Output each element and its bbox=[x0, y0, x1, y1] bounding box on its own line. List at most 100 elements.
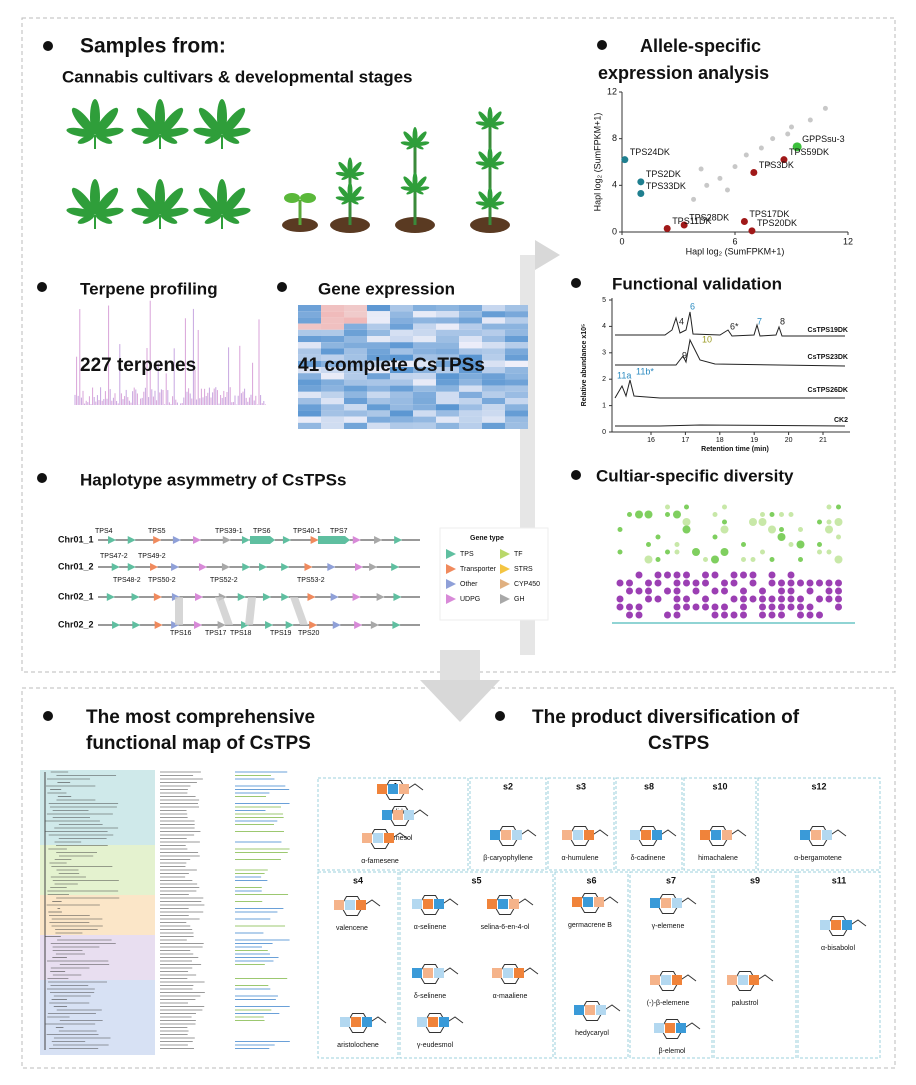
gene-arrow bbox=[309, 621, 318, 629]
dot bbox=[626, 587, 633, 595]
gene-label: TPS18 bbox=[230, 630, 252, 637]
y-tick-label: 3 bbox=[602, 350, 606, 357]
residue-box bbox=[384, 833, 394, 843]
heat-cell bbox=[413, 391, 436, 398]
residue-box bbox=[412, 899, 422, 909]
heat-cell bbox=[505, 379, 528, 386]
dot bbox=[702, 603, 709, 611]
residue-box bbox=[676, 1023, 686, 1033]
heat-cell bbox=[344, 416, 367, 423]
dot bbox=[692, 603, 700, 611]
bullet bbox=[571, 278, 581, 288]
dot bbox=[825, 595, 833, 603]
heat-cell bbox=[413, 317, 436, 324]
residue-box bbox=[334, 900, 344, 910]
panel-label: s4 bbox=[353, 875, 363, 885]
gene-arrow bbox=[150, 563, 159, 571]
heat-cell bbox=[367, 305, 390, 312]
product-name: α-farnesene bbox=[361, 858, 399, 865]
heat-cell bbox=[482, 422, 505, 429]
heat-cell bbox=[321, 367, 344, 374]
dot bbox=[692, 587, 700, 595]
residue-box bbox=[514, 968, 524, 978]
heat-cell bbox=[344, 360, 367, 367]
heat-cell bbox=[482, 367, 505, 374]
synteny bbox=[245, 597, 256, 625]
dot bbox=[768, 571, 776, 579]
bullet bbox=[277, 282, 287, 292]
heat-cell bbox=[367, 354, 390, 361]
arrow bbox=[420, 680, 500, 722]
dot bbox=[759, 603, 766, 611]
point bbox=[680, 221, 688, 229]
heat-cell bbox=[436, 311, 459, 318]
heat-cell bbox=[390, 336, 413, 343]
dot bbox=[635, 510, 643, 519]
point bbox=[780, 156, 788, 164]
synteny bbox=[290, 597, 308, 625]
arrow bbox=[535, 240, 560, 270]
dot bbox=[816, 595, 823, 603]
heat-cell bbox=[367, 329, 390, 336]
heat-cell bbox=[321, 360, 344, 367]
residue-box bbox=[722, 830, 732, 840]
section-title: Terpene profiling bbox=[80, 279, 218, 298]
point-label: TPS59DK bbox=[789, 147, 829, 157]
heat-cell bbox=[321, 398, 344, 405]
heat-cell bbox=[482, 398, 505, 405]
dot bbox=[730, 579, 738, 587]
gene-arrow bbox=[281, 593, 290, 601]
heat-cell bbox=[321, 422, 344, 429]
dot bbox=[798, 527, 803, 532]
panel-label: s9 bbox=[750, 875, 760, 885]
heat-cell bbox=[344, 348, 367, 355]
point-label: TPS3DK bbox=[759, 160, 794, 170]
dot bbox=[778, 587, 785, 595]
point bbox=[663, 225, 671, 232]
heat-cell bbox=[298, 398, 321, 405]
gene-arrow bbox=[112, 621, 121, 629]
heat-cell bbox=[413, 329, 436, 336]
product-name: α-humulene bbox=[561, 855, 598, 862]
dot bbox=[759, 587, 766, 595]
residue-box bbox=[650, 898, 660, 908]
dot bbox=[635, 603, 643, 611]
bullet bbox=[43, 711, 53, 721]
gene-arrow bbox=[171, 563, 180, 571]
heat-cell bbox=[390, 360, 413, 367]
dot bbox=[626, 579, 633, 587]
heat-cell bbox=[459, 305, 482, 312]
heat-cell bbox=[505, 367, 528, 374]
dot bbox=[749, 518, 757, 526]
plants bbox=[282, 106, 510, 233]
panel-label: s5 bbox=[471, 875, 481, 885]
heat-cell bbox=[298, 354, 321, 361]
section-title: Functional validation bbox=[612, 274, 782, 293]
heat-cell bbox=[436, 348, 459, 355]
heat-cell bbox=[436, 317, 459, 324]
heatmap-illustration bbox=[298, 305, 528, 429]
heat-cell bbox=[436, 422, 459, 429]
heat-cell bbox=[505, 404, 528, 411]
dot bbox=[673, 587, 681, 595]
dot bbox=[826, 519, 832, 525]
heat-cell bbox=[298, 373, 321, 380]
residue-box bbox=[439, 1017, 449, 1027]
heat-cell bbox=[321, 323, 344, 330]
heat-cell bbox=[413, 342, 436, 349]
point bbox=[785, 131, 791, 137]
dot bbox=[712, 534, 718, 540]
point bbox=[770, 136, 776, 142]
x-axis-label: Retention time (min) bbox=[701, 446, 769, 453]
dot bbox=[683, 571, 690, 579]
heat-cell bbox=[505, 354, 528, 361]
y-tick-label: 0 bbox=[612, 226, 617, 236]
heat-cell bbox=[436, 323, 459, 330]
heat-cell bbox=[459, 317, 482, 324]
heat-cell bbox=[298, 379, 321, 386]
dot bbox=[721, 579, 728, 587]
heat-cell bbox=[390, 404, 413, 411]
point bbox=[740, 218, 748, 225]
product-name: α-maaliene bbox=[493, 993, 528, 1000]
